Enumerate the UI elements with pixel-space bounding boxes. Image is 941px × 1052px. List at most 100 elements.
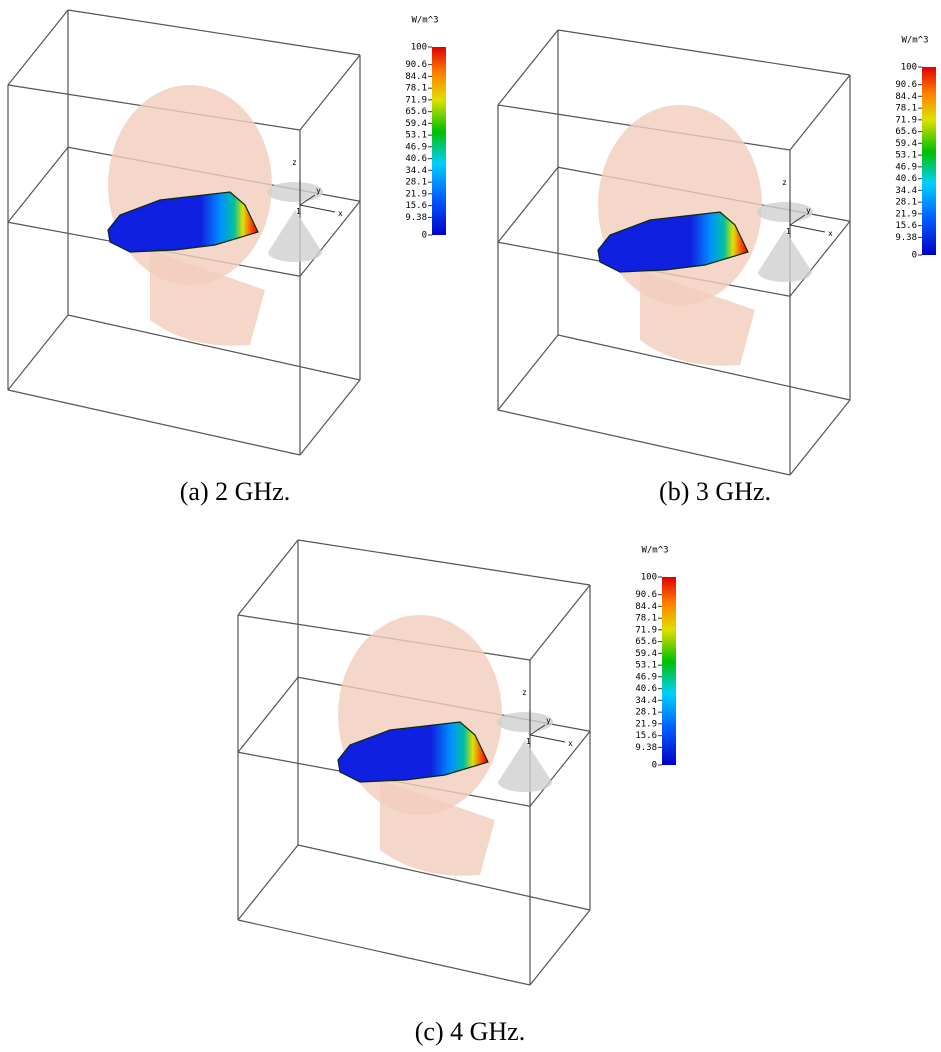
axes-glyph [789, 200, 826, 233]
caption: (b) 3 GHz. [659, 477, 771, 506]
axis-label: z [782, 178, 787, 187]
colorbar-tick-label: 90.6 [635, 590, 657, 600]
colorbar-tick-label: 53.1 [895, 151, 917, 161]
colorbar-tick-label: 71.9 [895, 115, 917, 125]
colorbar-title: W/m^3 [641, 546, 668, 556]
colorbar-tick-label: 84.4 [635, 602, 657, 612]
antenna [268, 210, 322, 262]
box-edge [297, 539, 591, 586]
colorbar-tick-label: 78.1 [895, 104, 917, 114]
colorbar-tick-label: 84.4 [895, 92, 917, 102]
box-edge [237, 844, 299, 921]
colorbar-tick-label: 84.4 [405, 72, 427, 82]
axis-label: 1 [526, 737, 531, 746]
colorbar-tick-label: 9.38 [405, 213, 427, 223]
box-edge [237, 539, 299, 616]
axes-glyph [529, 710, 566, 743]
antenna [758, 230, 812, 282]
box-edge [789, 220, 851, 297]
caption: (a) 2 GHz. [180, 477, 290, 506]
sar-slice [597, 211, 749, 273]
colorbar-tick-label: 53.1 [405, 131, 427, 141]
panel: z y x 1 W/m^3 100 90.6 84.4 78.171.9 65.6 59.4 53.1… [7, 9, 446, 456]
box-edge [497, 29, 559, 106]
box-edge [237, 919, 531, 986]
colorbar-tick-label: 21.9 [895, 209, 917, 219]
colorbar [922, 67, 936, 255]
colorbar-tick-label: 28.1 [635, 708, 657, 718]
box-edge [497, 166, 559, 243]
colorbar-tick-label: 0 [422, 231, 427, 241]
box-edge [529, 730, 591, 807]
box-edge [7, 314, 69, 391]
box-edge [789, 74, 851, 151]
colorbar-tick-label: 46.9 [635, 672, 657, 682]
axis-label: x [338, 209, 343, 218]
box-edge [497, 409, 791, 476]
colorbar-tick-label: 0 [912, 251, 917, 261]
colorbar-tick-label: 40.6 [405, 154, 427, 164]
colorbar-tick-label: 53.1 [635, 661, 657, 671]
axis-label: z [292, 158, 297, 167]
colorbar-tick-label: 21.9 [635, 719, 657, 729]
colorbar-tick-label: 46.9 [405, 142, 427, 152]
colorbar-tick-label: 15.6 [895, 221, 917, 231]
antenna [497, 712, 553, 732]
head [598, 105, 762, 305]
colorbar-tick-label: 59.4 [405, 119, 427, 129]
colorbar-tick-label: 100 [641, 573, 657, 583]
antenna [757, 202, 813, 222]
axes-glyph [299, 180, 336, 213]
antenna [267, 182, 323, 202]
colorbar-title: W/m^3 [901, 36, 928, 46]
sar-slice [337, 721, 489, 783]
axis-label: x [828, 229, 833, 238]
colorbar-tick-label: 40.6 [635, 684, 657, 694]
box-edge [297, 844, 591, 911]
axis-label: y [546, 716, 551, 725]
colorbar-tick-label: 15.6 [405, 201, 427, 211]
colorbar-tick-label: 100 [901, 63, 917, 73]
box-edge [299, 200, 361, 277]
colorbar-tick-label: 34.4 [635, 696, 657, 706]
box-edge [529, 584, 591, 661]
colorbar-title: W/m^3 [411, 16, 438, 26]
caption: (c) 4 GHz. [415, 1017, 525, 1046]
panel: z y x 1 W/m^3 100 90.6 84.4 78.171.9 65.6 59.4 53.1… [237, 539, 676, 986]
colorbar-tick-label: 71.9 [635, 625, 657, 635]
colorbar-tick-label: 59.4 [895, 139, 917, 149]
colorbar-tick-label: 78.1 [405, 84, 427, 94]
colorbar-tick-label: 21.9 [405, 189, 427, 199]
colorbar-tick-label: 65.6 [895, 127, 917, 137]
sar-slice [107, 191, 259, 253]
box-edge [529, 909, 591, 986]
colorbar-tick-label: 71.9 [405, 95, 427, 105]
colorbar-tick-label: 40.6 [895, 174, 917, 184]
panel: z y x 1 W/m^3 100 90.6 84.4 78.171.9 65.6 59.4 53.1… [497, 29, 936, 476]
box-edge [299, 379, 361, 456]
box-edge [7, 146, 69, 223]
colorbar-tick-label: 100 [411, 43, 427, 53]
box-edge [7, 389, 301, 456]
colorbar-tick-label: 15.6 [635, 731, 657, 741]
box-edge [557, 29, 851, 76]
axis-label: 1 [786, 227, 791, 236]
box-edge [789, 399, 851, 476]
colorbar-tick-label: 65.6 [635, 637, 657, 647]
colorbar-tick-label: 90.6 [895, 80, 917, 90]
colorbar [432, 47, 446, 235]
colorbar-tick-label: 59.4 [635, 649, 657, 659]
colorbar-tick-label: 34.4 [405, 166, 427, 176]
box-edge [67, 314, 361, 381]
box-edge [7, 9, 69, 86]
box-edge [67, 9, 361, 56]
colorbar-tick-label: 46.9 [895, 162, 917, 172]
colorbar-tick-label: 90.6 [405, 60, 427, 70]
axis-label: z [522, 688, 527, 697]
box-edge [299, 54, 361, 131]
axis-label: y [806, 206, 811, 215]
colorbar-tick-label: 34.4 [895, 186, 917, 196]
colorbar-tick-label: 9.38 [895, 233, 917, 243]
antenna [498, 740, 552, 792]
